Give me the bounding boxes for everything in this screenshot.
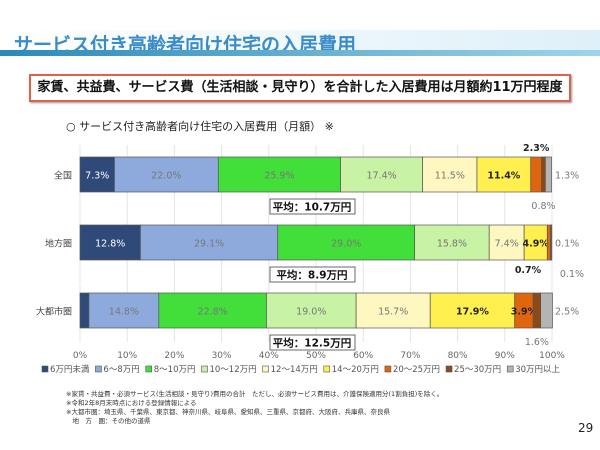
legend-swatch bbox=[262, 365, 269, 373]
data-label: 3.9% bbox=[511, 307, 538, 318]
average-label: 平均：8.9万円 bbox=[276, 269, 347, 282]
legend-swatch bbox=[95, 365, 102, 373]
legend-label: 30万円以上 bbox=[515, 365, 560, 375]
x-tick-label: 20% bbox=[164, 351, 184, 361]
bar-segment bbox=[476, 156, 532, 193]
data-label: 0.1% bbox=[560, 269, 584, 280]
legend-label: 10～12万円 bbox=[209, 365, 256, 375]
bar-segment bbox=[88, 292, 160, 329]
data-label: 17.4% bbox=[367, 171, 397, 182]
bar-segment bbox=[541, 156, 546, 193]
category-label: 大都市圏 bbox=[36, 306, 72, 318]
data-label: 19.0% bbox=[296, 307, 326, 318]
bar-segment bbox=[266, 292, 357, 329]
note: ※家賃・共益費・必須サービス(生活相談・見守り)費用の合計 ただし、必須サービス… bbox=[66, 390, 444, 398]
bar-segment bbox=[422, 156, 478, 193]
data-label: 7.4% bbox=[495, 239, 519, 250]
x-tick-label: 50% bbox=[306, 351, 326, 361]
legend-label: 6～8万円 bbox=[103, 365, 139, 375]
title-underline bbox=[0, 50, 600, 56]
data-label: 25.9% bbox=[264, 171, 294, 182]
bar-segment bbox=[540, 292, 553, 329]
legend-swatch bbox=[41, 365, 49, 373]
data-label: 1.9% bbox=[72, 277, 96, 288]
average-box bbox=[269, 198, 356, 215]
data-label: 22.0% bbox=[151, 171, 181, 182]
data-label: 11.5% bbox=[435, 171, 465, 182]
data-label: 0.8% bbox=[531, 201, 555, 212]
chart-title: ○ サービス付き高齢者向け住宅の入居費用（月額） ※ bbox=[66, 120, 334, 133]
data-label: 0.1% bbox=[555, 239, 579, 250]
bar-segment bbox=[114, 156, 219, 193]
x-tick-label: 80% bbox=[448, 351, 468, 361]
legend-swatch bbox=[445, 365, 453, 373]
data-label: 2.5% bbox=[555, 307, 579, 318]
data-label: 14.8% bbox=[109, 307, 139, 318]
data-label: 17.9% bbox=[456, 307, 489, 318]
legend-swatch bbox=[506, 365, 514, 373]
data-label: 0.7% bbox=[515, 265, 542, 276]
average-label: 平均：10.7万円 bbox=[273, 201, 351, 214]
data-label: 15.7% bbox=[378, 307, 408, 318]
data-label: 12.8% bbox=[95, 239, 125, 250]
category-label: 全国 bbox=[54, 170, 72, 182]
data-label: 22.8% bbox=[198, 307, 228, 318]
average-box bbox=[269, 334, 356, 351]
legend-label: 8～10万円 bbox=[154, 365, 196, 375]
x-tick-label: 40% bbox=[259, 351, 279, 361]
bar-segment bbox=[355, 292, 431, 329]
average-box bbox=[269, 266, 356, 283]
note: 地 方 圏：その他の道県 bbox=[66, 417, 151, 425]
data-label: 29.1% bbox=[194, 239, 224, 250]
legend-swatch bbox=[384, 365, 392, 373]
bar-segment bbox=[277, 224, 415, 261]
data-label: 29.0% bbox=[331, 239, 361, 250]
x-tick-label: 0% bbox=[73, 351, 88, 361]
legend-swatch bbox=[323, 365, 331, 373]
x-tick-label: 60% bbox=[353, 351, 373, 361]
bar-segment bbox=[217, 156, 341, 193]
bar-segment bbox=[79, 292, 90, 329]
legend-label: 12～14万円 bbox=[271, 365, 318, 375]
bar-segment bbox=[532, 292, 542, 329]
bar-segment bbox=[429, 292, 516, 329]
data-label: 1.6% bbox=[525, 337, 549, 348]
legend-label: 20～25万円 bbox=[393, 365, 440, 375]
bar-segment bbox=[546, 224, 551, 261]
note: ※大都市圏：埼玉県、千葉県、東京都、神奈川県、岐阜県、愛知県、三重県、京都府、大… bbox=[66, 408, 390, 416]
average-label: 平均：12.5万円 bbox=[273, 337, 351, 350]
bar-segment bbox=[488, 224, 525, 261]
bar-segment bbox=[79, 224, 141, 261]
footnotes: ※家賃・共益費・必須サービス(生活相談・見守り)費用の合計 ただし、必須サービス… bbox=[66, 390, 443, 426]
bar-segment bbox=[550, 224, 553, 261]
legend-label: 25～30万円 bbox=[454, 365, 501, 375]
data-label: 1.3% bbox=[555, 171, 579, 182]
summary-box: 家賃、共益費、サービス費（生活相談・見守り）を合計した入居費用は月額約11万円程… bbox=[29, 74, 571, 102]
legend-label: 14～20万円 bbox=[332, 365, 379, 375]
bar-segment bbox=[158, 292, 267, 329]
data-label: 4.9% bbox=[523, 239, 550, 250]
data-label: 15.8% bbox=[437, 239, 467, 250]
legend-swatch bbox=[201, 365, 208, 373]
bar-segment bbox=[340, 156, 424, 193]
stacked-bar-chart: 0% 10% 20% 30% 40% 50% 60% 70% 80% 90% 100% 全国 7.3% 2… bbox=[36, 143, 584, 375]
note: ※令和2年8月末時点における登録情報による bbox=[66, 399, 197, 407]
x-tick-label: 30% bbox=[212, 351, 232, 361]
bar-segment bbox=[545, 156, 552, 193]
legend-swatch bbox=[145, 365, 153, 373]
x-tick-label: 10% bbox=[117, 351, 137, 361]
data-label: 11.4% bbox=[487, 171, 520, 182]
page-number: 29 bbox=[578, 421, 594, 435]
x-tick-label: 90% bbox=[495, 351, 515, 361]
bar-segment bbox=[530, 156, 542, 193]
data-label: 7.3% bbox=[85, 171, 109, 182]
x-tick-label: 70% bbox=[400, 351, 420, 361]
category-label: 地方圏 bbox=[45, 238, 72, 250]
legend-label: 6万円未満 bbox=[50, 364, 90, 375]
data-label: 2.3% bbox=[523, 143, 550, 154]
x-tick-label: 100% bbox=[539, 351, 565, 361]
